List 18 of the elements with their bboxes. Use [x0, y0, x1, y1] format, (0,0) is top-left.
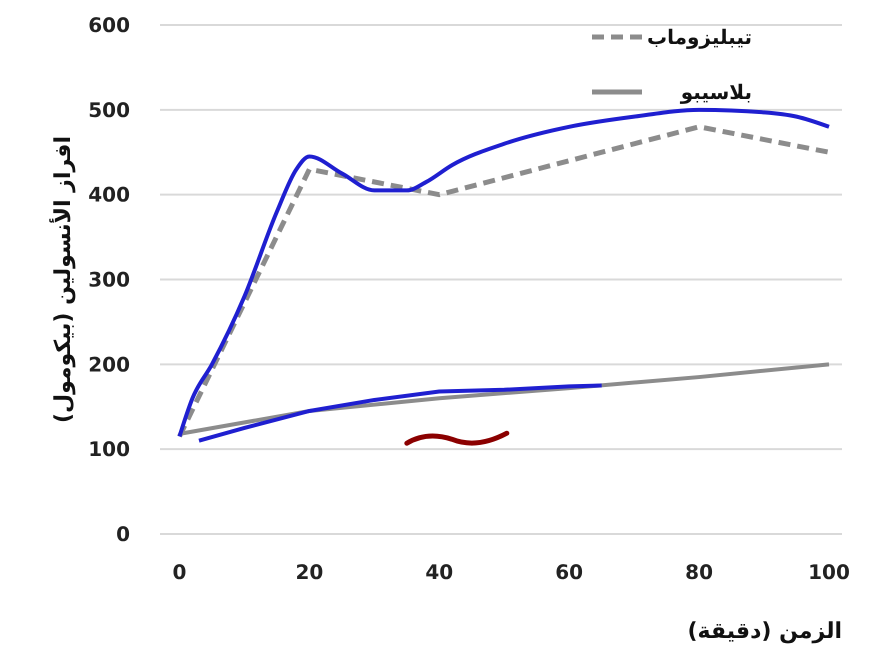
y-axis-title: افراز الأنسولين (بيكومول) [49, 136, 76, 423]
y-tick-label: 100 [88, 437, 130, 462]
y-tick-label: 400 [88, 182, 130, 207]
y-tick-label: 300 [88, 268, 130, 292]
y-tick-label: 500 [88, 98, 130, 122]
x-tick-label: 100 [808, 560, 850, 584]
y-tick-label: 600 [88, 13, 130, 37]
y-tick-label: 0 [116, 522, 130, 546]
line-series [196, 384, 604, 443]
x-tick-label: 80 [685, 560, 714, 584]
y-tick-label: 200 [88, 352, 130, 376]
x-tick-label: 0 [172, 560, 186, 584]
x-tick-label: 20 [295, 560, 324, 584]
x-tick-label: 60 [555, 560, 584, 584]
legend-label: بلاسيبو [680, 80, 752, 104]
x-tick-label: 40 [425, 560, 454, 584]
x-axis-title: الزمن (دقيقة) [687, 619, 842, 644]
legend-label: تيبليزوماب [646, 25, 752, 49]
